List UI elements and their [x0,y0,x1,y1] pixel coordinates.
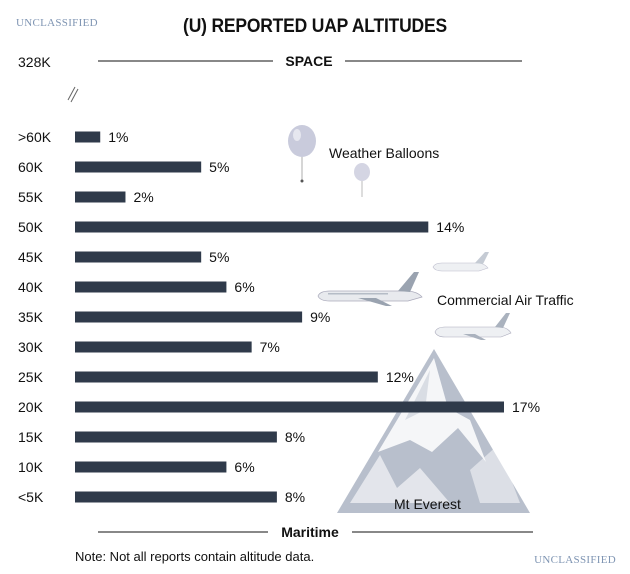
tick-label: 10K [18,459,44,475]
data-label: 6% [234,459,254,475]
annotation-mt-everest: Mt Everest [394,496,461,512]
tick-label: 15K [18,429,44,445]
bar-50k [75,221,429,233]
tick-label: 50K [18,219,44,235]
classification-top: UNCLASSIFIED [16,17,98,29]
tick-label: 30K [18,339,44,355]
bar-45k [75,251,202,263]
data-label: 8% [285,429,305,445]
airplane-icon [317,272,423,306]
tick-label: 35K [18,309,44,325]
data-label: 14% [436,219,464,235]
bar-gt60k [75,131,101,143]
bar-15k [75,431,277,443]
annotation-commercial-air-traffic: Commercial Air Traffic [437,292,574,308]
bar-30k [75,341,252,353]
data-label: 5% [209,159,229,175]
data-label: 8% [285,489,305,505]
footnote: Note: Not all reports contain altitude d… [75,549,315,564]
bar-60k [75,161,202,173]
space-label: SPACE [285,53,332,69]
axis-break-mark [70,88,79,103]
data-label: 6% [234,279,254,295]
airplane-icon [432,252,489,272]
bar-10k [75,461,227,473]
tick-label: 55K [18,189,44,205]
tick-label: 40K [18,279,44,295]
data-label: 9% [310,309,330,325]
data-label: 1% [108,129,128,145]
bar-55k [75,191,126,203]
tick-label: 60K [18,159,44,175]
maritime-label: Maritime [281,524,339,540]
bar-25k [75,371,378,383]
bar-group: >60K 1% 60K 5% 55K 2% 50K 14% 45K 5% 40K 6% 35K 9% 30K… [18,129,540,505]
classification-bottom: UNCLASSIFIED [534,554,616,566]
data-label: 17% [512,399,540,415]
weather-balloon-small-icon [354,163,370,197]
bar-35k [75,311,303,323]
weather-balloon-large-icon [288,125,316,183]
data-label: 2% [133,189,153,205]
axis-break-mark [67,86,76,101]
airplane-icon [434,313,512,340]
bar-20k [75,401,504,413]
tick-label: >60K [18,129,52,145]
tick-label: 45K [18,249,44,265]
data-label: 7% [260,339,280,355]
tick-328k: 328K [18,54,51,70]
tick-label: <5K [18,489,44,505]
data-label: 5% [209,249,229,265]
bar-40k [75,281,227,293]
bar-lt5k [75,491,277,503]
annotation-weather-balloons: Weather Balloons [329,145,439,161]
tick-label: 20K [18,399,44,415]
tick-label: 25K [18,369,44,385]
chart-title: (U) REPORTED UAP ALTITUDES [183,16,447,37]
data-label: 12% [386,369,414,385]
